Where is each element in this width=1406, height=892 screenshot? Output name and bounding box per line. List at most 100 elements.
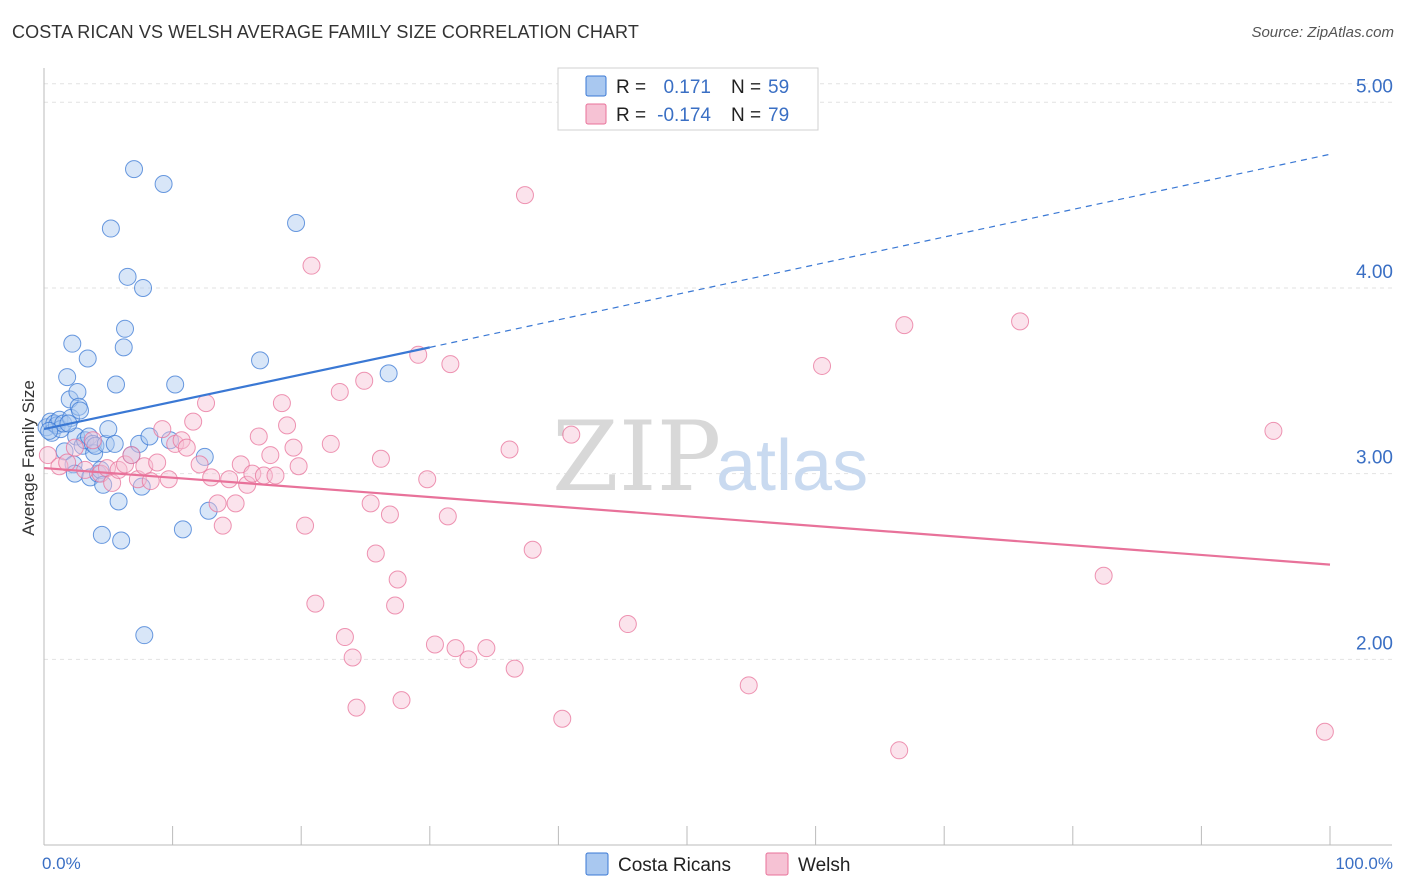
chart-title: COSTA RICAN VS WELSH AVERAGE FAMILY SIZE… [12,22,639,42]
point-welsh [425,635,444,654]
point-costa-ricans [166,375,185,394]
bottom-legend-swatch-costa-ricans [585,852,609,876]
point-welsh [83,431,102,450]
trendline-costa-ricans-extrapolated [429,153,1331,348]
point-costa-ricans [91,460,110,479]
point-welsh [103,473,122,492]
point-costa-ricans [101,219,120,238]
point-welsh [58,453,77,472]
point-costa-ricans [379,364,398,383]
point-costa-ricans [60,390,79,409]
point-welsh [355,371,374,390]
point-costa-ricans [83,434,102,453]
point-welsh [446,639,465,658]
point-welsh [371,449,390,468]
point-welsh [515,186,534,205]
point-costa-ricans [287,213,306,232]
bottom-legend-label-costa-ricans: Costa Ricans [618,855,731,876]
point-welsh [618,615,637,634]
trendline-costa-ricans [43,346,431,431]
point-welsh [190,455,209,474]
point-costa-ricans [58,368,77,387]
point-welsh [159,470,178,489]
point-costa-ricans [92,525,111,544]
point-welsh [116,455,135,474]
point-welsh [249,427,268,446]
point-welsh [366,544,385,563]
legend-n-label-2: N = [731,105,761,126]
legend-swatch-welsh [585,103,607,125]
point-welsh [1315,722,1334,741]
point-welsh [386,596,405,615]
point-welsh [895,316,914,335]
legend-r-value-1: 0.171 [663,77,711,98]
watermark: ZIP atlas [552,401,868,513]
point-costa-ricans [112,531,131,550]
point-costa-ricans [107,375,126,394]
y-axis-label: Average Family Size [19,380,38,536]
point-welsh [562,425,581,444]
point-welsh [441,355,460,374]
point-welsh [65,438,84,457]
point-welsh [302,256,321,275]
point-welsh [278,416,297,435]
bottom-legend-label-welsh: Welsh [798,855,850,876]
point-costa-ricans [40,421,59,440]
legend-r-label-1: R = [616,77,646,98]
point-welsh [380,505,399,524]
point-welsh [335,628,354,647]
point-costa-ricans [63,334,82,353]
point-welsh [261,446,280,465]
point-welsh [122,446,141,465]
source-credit: Source: ZipAtlas.com [1251,24,1394,41]
point-welsh [477,639,496,658]
point-welsh [813,356,832,375]
point-costa-ricans [114,338,133,357]
point-costa-ricans [118,267,137,286]
point-welsh [459,650,478,669]
point-costa-ricans [71,401,90,420]
top-legend: R = 0.171 N = 59 R = -0.174 N = 79 [557,67,819,131]
legend-n-value-1: 59 [768,77,789,98]
point-welsh [890,741,909,760]
point-costa-ricans [125,160,144,179]
x-tick-label-left: 0.0% [42,854,81,873]
point-welsh [213,516,232,535]
point-welsh [306,594,325,613]
point-welsh [266,466,285,485]
bottom-legend-swatch-welsh [765,852,789,876]
point-welsh [418,470,437,489]
point-welsh [330,382,349,401]
point-costa-ricans [109,492,128,511]
point-costa-ricans [78,349,97,368]
trend-lines [43,153,1331,566]
point-costa-ricans [68,382,87,401]
point-welsh [392,691,411,710]
axes [43,68,1392,846]
point-welsh [1011,312,1030,331]
point-welsh [208,494,227,513]
x-tick-label-right: 100.0% [1335,854,1393,873]
point-costa-ricans [134,278,153,297]
legend-r-label-2: R = [616,105,646,126]
point-welsh [177,438,196,457]
point-welsh [153,420,172,439]
y-tick-label: 4.00 [1356,262,1393,283]
point-costa-ricans [99,420,118,439]
point-welsh [38,446,57,465]
grid-lines [44,83,1392,660]
point-welsh [553,709,572,728]
point-welsh [272,394,291,413]
point-welsh [321,434,340,453]
point-welsh [289,457,308,476]
point-welsh [388,570,407,589]
legend-n-value-2: 79 [768,105,789,126]
point-costa-ricans [173,520,192,539]
legend-swatch-costa-ricans [585,75,607,97]
point-costa-ricans [154,174,173,193]
bottom-legend: Costa Ricans Welsh [585,852,850,876]
y-tick-label: 2.00 [1356,633,1393,654]
y-tick-label: 5.00 [1356,76,1393,97]
point-costa-ricans [94,475,113,494]
